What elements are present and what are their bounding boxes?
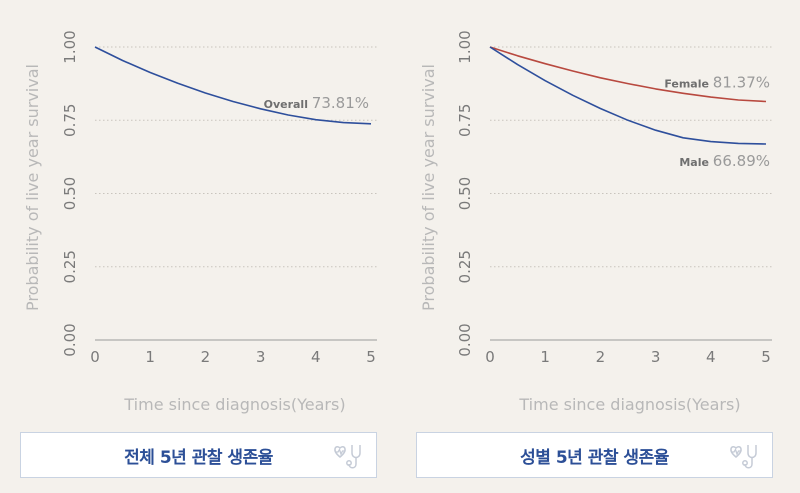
x-tick-label: 1: [145, 348, 155, 366]
caption-label: 전체 5년 관찰 생존율: [124, 447, 273, 468]
y-tick-label: 0.00: [456, 323, 474, 356]
y-axis-title: Probability of live year survival: [419, 64, 438, 311]
x-tick-label: 2: [596, 348, 606, 366]
y-tick-label: 0.50: [456, 177, 474, 210]
x-tick-label: 3: [651, 348, 661, 366]
x-tick-label: 0: [90, 348, 100, 366]
series-name: Overall: [264, 98, 312, 111]
x-tick-label: 0: [485, 348, 495, 366]
y-tick-label: 0.75: [456, 104, 474, 137]
series-value: 81.37%: [713, 73, 770, 91]
chart-panel-1: 0.00 0.25 0.50 0.75 1.00 0 1 2 3 4 5 Probability of…: [419, 30, 772, 414]
x-tick-label: 4: [706, 348, 716, 366]
series-end-label: Female 81.37%: [664, 73, 770, 91]
y-tick-label: 0.25: [61, 250, 79, 283]
series-name: Female: [664, 77, 712, 90]
series-line-overall: [94, 46, 372, 125]
y-tick-label: 1.00: [456, 30, 474, 63]
series-line-male: [489, 46, 767, 145]
series-value: 66.89%: [713, 152, 770, 170]
series-line-female: [489, 46, 767, 103]
x-tick-label: 5: [366, 348, 376, 366]
x-axis-title: Time since diagnosis(Years): [123, 395, 345, 414]
stethoscope-heart-icon: [730, 445, 757, 469]
series-end-label: Overall 73.81%: [264, 94, 369, 112]
y-tick-label: 1.00: [61, 30, 79, 63]
sex-survival-caption: 성별 5년 관찰 생존율: [416, 432, 773, 478]
y-tick-label: 0.25: [456, 250, 474, 283]
x-tick-label: 5: [761, 348, 771, 366]
series-value: 73.81%: [312, 94, 369, 112]
caption-label: 성별 5년 관찰 생존율: [520, 447, 669, 468]
y-tick-label: 0.00: [61, 323, 79, 356]
x-axis-title: Time since diagnosis(Years): [518, 395, 740, 414]
series-name: Male: [679, 156, 712, 169]
x-tick-label: 4: [311, 348, 321, 366]
series-end-label: Male 66.89%: [679, 152, 770, 170]
survival-charts: 0.00 0.25 0.50 0.75 1.00 0 1 2 3 4 5 Probability of…: [23, 30, 772, 414]
x-tick-label: 2: [201, 348, 211, 366]
y-tick-label: 0.75: [61, 104, 79, 137]
chart-panel-0: 0.00 0.25 0.50 0.75 1.00 0 1 2 3 4 5 Probability of…: [23, 30, 377, 414]
y-axis-title: Probability of live year survival: [23, 64, 42, 311]
x-tick-label: 3: [256, 348, 266, 366]
stethoscope-heart-icon: [334, 445, 361, 469]
overall-survival-caption: 전체 5년 관찰 생존율: [20, 432, 377, 478]
x-tick-label: 1: [540, 348, 550, 366]
y-tick-label: 0.50: [61, 177, 79, 210]
